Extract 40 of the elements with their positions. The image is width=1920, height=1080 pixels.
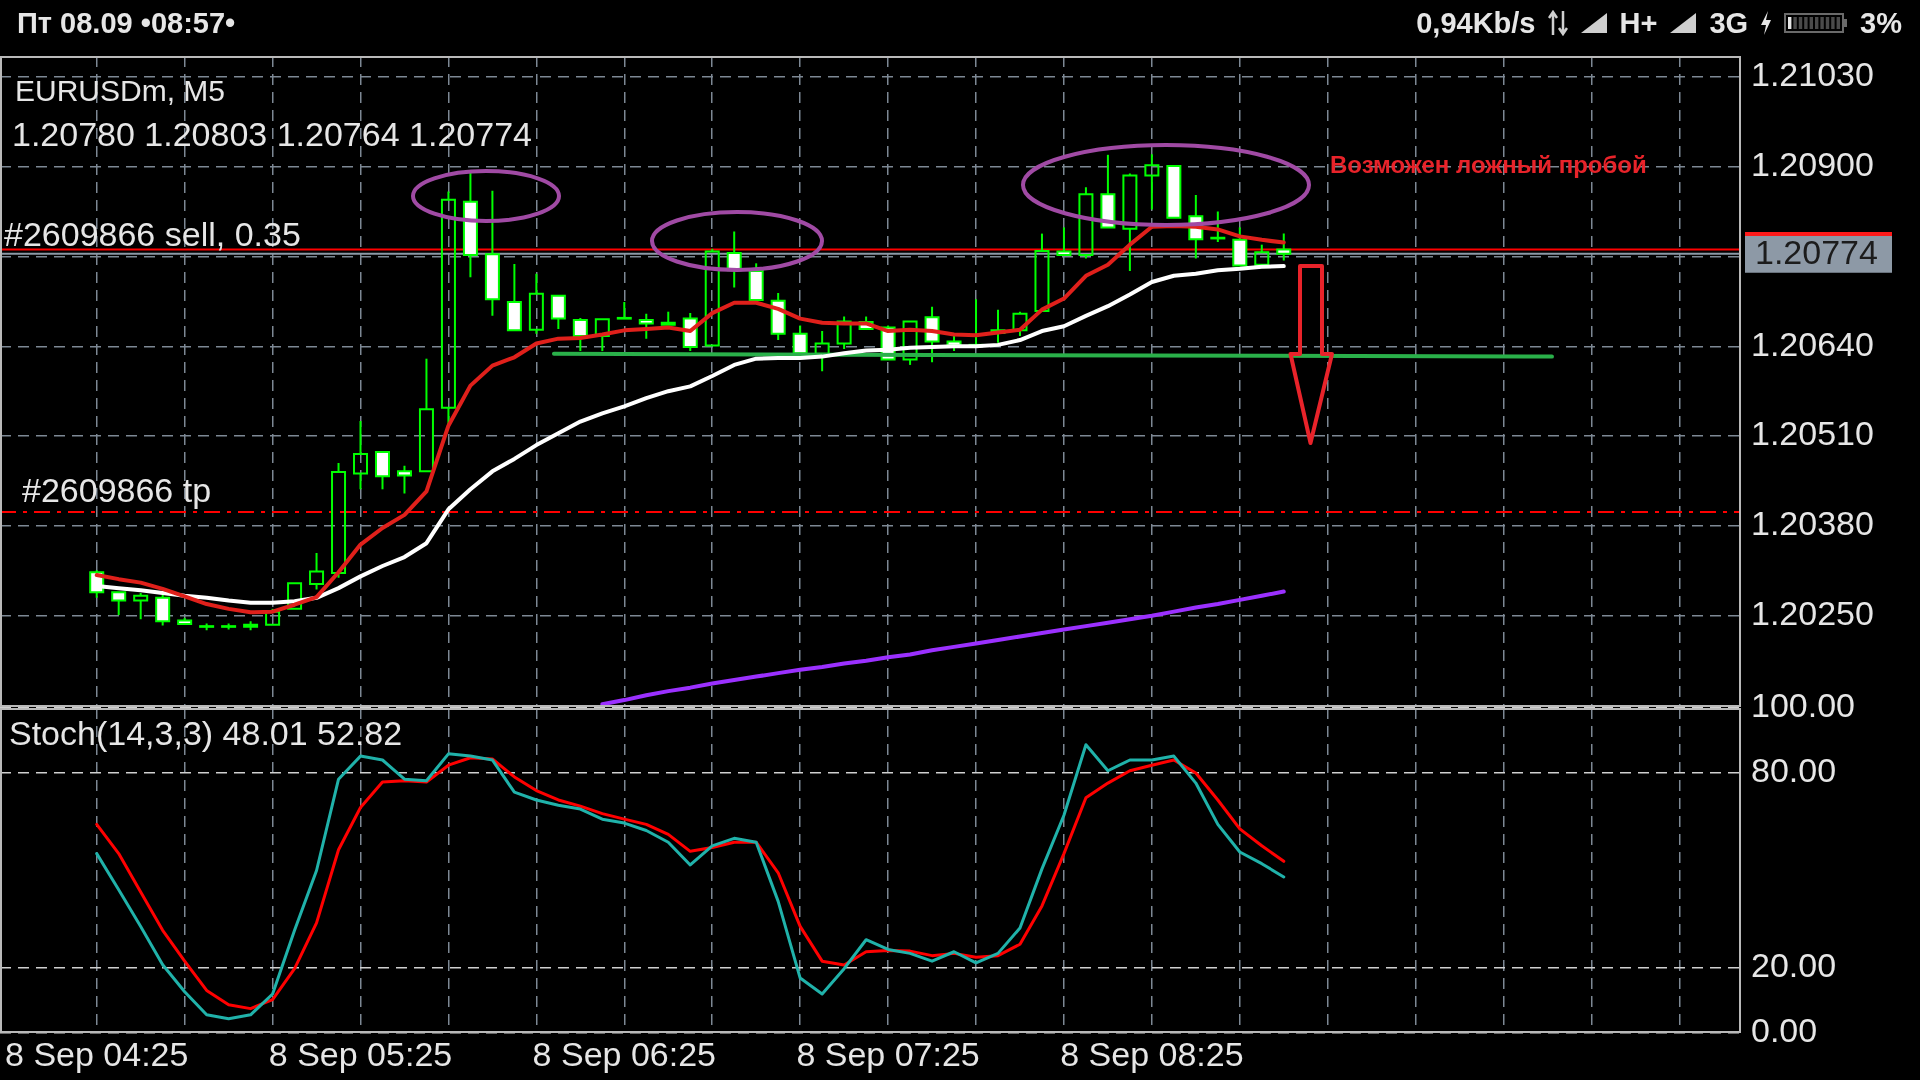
text: 3G — [1709, 6, 1749, 40]
candlestick — [287, 582, 303, 610]
candlestick — [616, 301, 632, 320]
text: 0,94Kb/s — [1416, 6, 1536, 40]
candlestick — [660, 310, 676, 326]
y-tick-label: 1.20900 — [1751, 144, 1874, 183]
text: H+ — [1619, 6, 1658, 40]
candlestick — [1034, 232, 1050, 313]
candlestick — [309, 551, 325, 591]
y-tick-label: 80.00 — [1751, 751, 1837, 790]
x-tick-label: 8 Sep 04:25 — [5, 1035, 189, 1074]
ref-line-label: 1.20774 — [1755, 233, 1878, 272]
y-tick-label: 1.20640 — [1751, 324, 1874, 363]
candlestick — [814, 330, 830, 373]
ref-line-label: #2609866 sell, 0.35 — [4, 214, 301, 253]
ref-line-label: #2609866 tp — [22, 471, 212, 510]
x-tick-label: 8 Sep 08:25 — [1060, 1035, 1244, 1074]
chart-title: Stoch(14,3,3) 48.01 52.82 — [9, 714, 403, 753]
candlestick — [1122, 172, 1138, 272]
x-tick-label: 8 Sep 06:25 — [532, 1035, 716, 1074]
text: 3% — [1860, 6, 1902, 40]
y-tick-label: 20.00 — [1751, 946, 1837, 985]
candlestick — [594, 318, 610, 353]
y-tick-label: 1.21030 — [1751, 55, 1874, 94]
text: 1.20780 1.20803 1.20764 1.20774 — [12, 115, 532, 154]
candlestick — [528, 272, 544, 335]
text: EURUSDm, M5 — [15, 74, 226, 108]
candlestick — [133, 591, 149, 621]
candlestick — [353, 419, 369, 491]
text: Пт 08.09 •08:57• — [17, 6, 236, 40]
y-tick-label: 1.20510 — [1751, 414, 1874, 453]
y-tick-label: 1.20380 — [1751, 504, 1874, 543]
candlestick — [902, 320, 918, 366]
x-tick-label: 8 Sep 07:25 — [796, 1035, 980, 1074]
candlestick — [1144, 153, 1160, 211]
y-tick-label: 0.00 — [1751, 1011, 1818, 1050]
x-tick-label: 8 Sep 05:25 — [268, 1035, 453, 1074]
y-tick-label: 1.20250 — [1751, 594, 1874, 633]
candlestick — [418, 357, 434, 473]
y-tick-label: 100.00 — [1751, 686, 1855, 725]
